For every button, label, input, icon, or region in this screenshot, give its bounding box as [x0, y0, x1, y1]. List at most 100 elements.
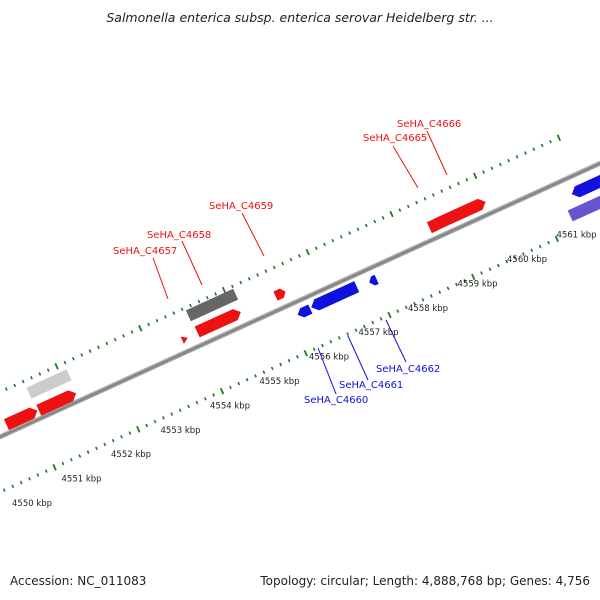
minor-tick: [237, 381, 241, 386]
minor-tick: [524, 151, 527, 155]
gene-label[interactable]: SeHA_C4661: [339, 380, 403, 391]
minor-tick: [279, 362, 283, 367]
minor-tick: [321, 343, 324, 348]
minor-tick: [448, 185, 452, 190]
gene-arrow[interactable]: [36, 388, 78, 416]
minor-tick: [540, 143, 544, 148]
scale-label: 4561 kbp: [557, 231, 597, 241]
minor-tick: [11, 484, 15, 489]
accession-text: Accession: NC_011083: [10, 574, 147, 588]
minor-tick: [549, 139, 552, 144]
minor-tick: [113, 337, 117, 342]
gene-arrow[interactable]: [567, 188, 600, 222]
minor-tick: [498, 162, 502, 167]
scale-label: 4559 kbp: [458, 279, 498, 289]
major-tick: [303, 349, 308, 357]
minor-tick: [120, 435, 123, 439]
gene-label[interactable]: SeHA_C4657: [113, 246, 177, 257]
minor-tick: [245, 377, 249, 382]
minor-tick: [297, 254, 301, 258]
scale-label: 4557 kbp: [359, 328, 399, 338]
major-tick: [387, 311, 392, 319]
minor-tick: [111, 438, 115, 443]
minor-tick: [28, 476, 31, 481]
gene-arrow[interactable]: [26, 369, 72, 399]
gene-label[interactable]: SeHA_C4659: [209, 201, 273, 212]
minor-tick: [44, 469, 48, 473]
scale-label: 4558 kbp: [408, 304, 448, 314]
minor-tick: [423, 196, 427, 201]
gene-arrow[interactable]: [426, 218, 440, 234]
major-tick: [136, 425, 141, 433]
minor-tick: [455, 282, 458, 287]
minor-tick: [538, 244, 542, 249]
minor-tick: [396, 309, 400, 313]
minor-tick: [69, 457, 73, 462]
minor-tick: [398, 208, 402, 212]
minor-tick: [2, 488, 6, 492]
minor-tick: [488, 267, 492, 272]
scale-labels: 4550 kbp 4551 kbp 4552 kbp 4553 kbp 4554 kbp…: [12, 231, 597, 509]
gene-label[interactable]: SeHA_C4658: [147, 230, 211, 241]
gene-arrow[interactable]: [180, 334, 190, 344]
genome-stats-text: Topology: circular; Length: 4,888,768 bp…: [260, 574, 590, 588]
minor-tick: [86, 450, 90, 454]
gene-arrow[interactable]: [433, 196, 488, 230]
gene-label[interactable]: SeHA_C4665: [363, 133, 427, 144]
minor-tick: [122, 334, 125, 338]
minor-tick: [36, 473, 40, 477]
minor-tick: [289, 257, 293, 262]
gene-arrow[interactable]: [367, 274, 379, 287]
minor-tick: [415, 200, 419, 205]
minor-tick: [532, 147, 536, 152]
minor-tick: [490, 166, 494, 171]
scale-label: 4551 kbp: [62, 475, 102, 485]
minor-tick: [71, 356, 75, 361]
minor-tick: [229, 385, 232, 390]
gene-arrow[interactable]: [3, 405, 40, 431]
gene-arrow[interactable]: [273, 287, 287, 301]
scale-label: 4552 kbp: [111, 450, 151, 460]
minor-tick: [38, 372, 42, 376]
minor-tick: [270, 366, 274, 371]
scale-label: 4550 kbp: [12, 499, 52, 509]
scale-label: 4560 kbp: [507, 255, 547, 265]
minor-tick: [4, 387, 8, 391]
minor-tick: [147, 322, 151, 327]
minor-tick: [337, 336, 341, 340]
gene-arrow[interactable]: [569, 168, 600, 200]
gene-arrow[interactable]: [296, 304, 313, 320]
gene-label[interactable]: SeHA_C4662: [376, 364, 440, 375]
minor-tick: [78, 454, 82, 458]
minor-tick: [404, 305, 408, 310]
gene-label[interactable]: SeHA_C4660: [304, 395, 368, 406]
scale-label: 4556 kbp: [309, 353, 349, 363]
major-tick: [52, 464, 57, 471]
minor-tick: [178, 408, 182, 413]
minor-tick: [438, 290, 442, 294]
inner-tick-track: [2, 235, 560, 492]
minor-tick: [187, 404, 190, 409]
minor-tick: [379, 316, 383, 321]
minor-tick: [312, 347, 316, 352]
minor-tick: [465, 177, 469, 182]
minor-tick: [480, 271, 483, 275]
minor-tick: [339, 235, 343, 239]
minor-tick: [61, 461, 65, 466]
gene-label[interactable]: SeHA_C4666: [397, 119, 461, 130]
minor-tick: [431, 193, 435, 197]
minor-tick: [153, 419, 157, 424]
minor-tick: [88, 349, 92, 353]
minor-tick: [195, 400, 199, 405]
gene-arrow[interactable]: [194, 307, 244, 338]
gene-arrow[interactable]: [185, 288, 239, 322]
minor-tick: [19, 480, 23, 485]
gene-arrow[interactable]: [309, 281, 360, 313]
minor-tick: [63, 360, 67, 365]
minor-tick: [295, 355, 299, 359]
minor-tick: [323, 242, 326, 247]
minor-tick: [162, 416, 165, 420]
minor-tick: [547, 240, 550, 245]
minor-tick: [180, 307, 184, 312]
